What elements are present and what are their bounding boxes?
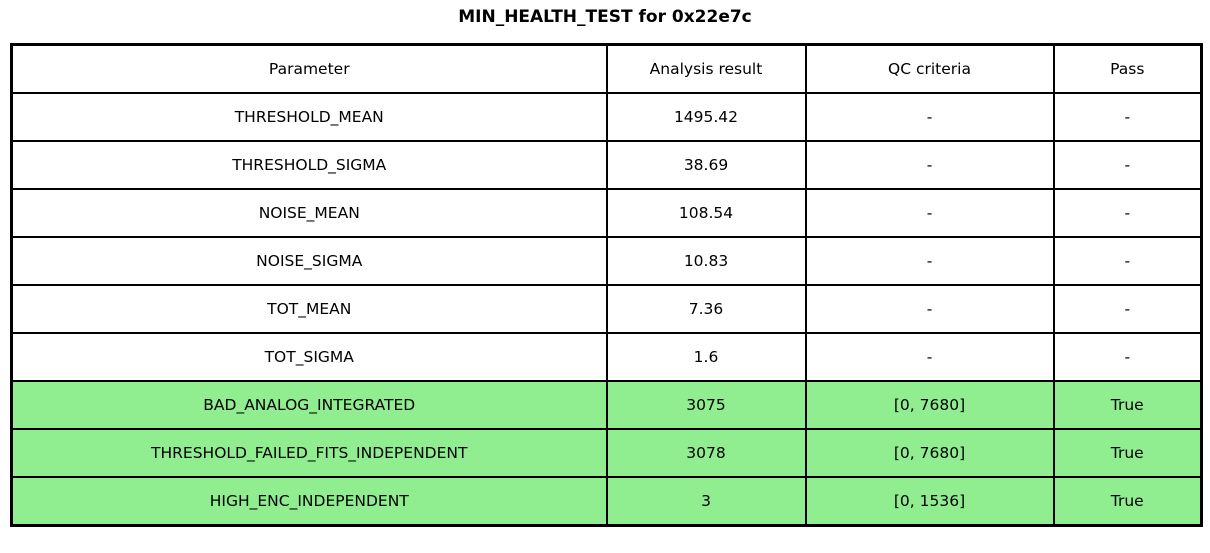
column-header-qc-criteria: QC criteria xyxy=(804,43,1055,94)
cell-qc-criteria: - xyxy=(804,92,1055,142)
cell-analysis-result: 10.83 xyxy=(605,236,807,286)
table-row-passed: BAD_ANALOG_INTEGRATED 3075 [0, 7680] Tru… xyxy=(10,380,1203,430)
cell-analysis-result: 1495.42 xyxy=(605,92,807,142)
table-row: THRESHOLD_MEAN 1495.42 - - xyxy=(10,92,1203,142)
cell-qc-criteria: [0, 7680] xyxy=(804,380,1055,430)
cell-pass: - xyxy=(1052,188,1203,238)
header-row: Parameter Analysis result QC criteria Pa… xyxy=(10,43,1203,94)
cell-pass: - xyxy=(1052,284,1203,334)
health-test-table: Parameter Analysis result QC criteria Pa… xyxy=(10,43,1203,527)
cell-analysis-result: 38.69 xyxy=(605,140,807,190)
cell-parameter: THRESHOLD_MEAN xyxy=(10,92,608,142)
cell-pass: - xyxy=(1052,236,1203,286)
cell-qc-criteria: [0, 1536] xyxy=(804,476,1055,527)
cell-qc-criteria: - xyxy=(804,188,1055,238)
cell-parameter: TOT_SIGMA xyxy=(10,332,608,382)
cell-qc-criteria: [0, 7680] xyxy=(804,428,1055,478)
table-row: TOT_MEAN 7.36 - - xyxy=(10,284,1203,334)
cell-analysis-result: 7.36 xyxy=(605,284,807,334)
cell-qc-criteria: - xyxy=(804,284,1055,334)
cell-qc-criteria: - xyxy=(804,236,1055,286)
column-header-analysis-result: Analysis result xyxy=(605,43,807,94)
cell-pass: True xyxy=(1052,476,1203,527)
cell-analysis-result: 1.6 xyxy=(605,332,807,382)
table-row-passed: THRESHOLD_FAILED_FITS_INDEPENDENT 3078 [… xyxy=(10,428,1203,478)
cell-parameter: HIGH_ENC_INDEPENDENT xyxy=(10,476,608,527)
cell-pass: - xyxy=(1052,92,1203,142)
cell-parameter: NOISE_MEAN xyxy=(10,188,608,238)
cell-parameter: TOT_MEAN xyxy=(10,284,608,334)
column-header-parameter: Parameter xyxy=(10,43,608,94)
table-row: NOISE_MEAN 108.54 - - xyxy=(10,188,1203,238)
cell-pass: - xyxy=(1052,140,1203,190)
cell-analysis-result: 3 xyxy=(605,476,807,527)
table-row-passed: HIGH_ENC_INDEPENDENT 3 [0, 1536] True xyxy=(10,476,1203,527)
table-row: THRESHOLD_SIGMA 38.69 - - xyxy=(10,140,1203,190)
cell-analysis-result: 3075 xyxy=(605,380,807,430)
column-header-pass: Pass xyxy=(1052,43,1203,94)
cell-qc-criteria: - xyxy=(804,332,1055,382)
cell-pass: True xyxy=(1052,428,1203,478)
cell-parameter: THRESHOLD_FAILED_FITS_INDEPENDENT xyxy=(10,428,608,478)
table-row: TOT_SIGMA 1.6 - - xyxy=(10,332,1203,382)
cell-qc-criteria: - xyxy=(804,140,1055,190)
cell-parameter: NOISE_SIGMA xyxy=(10,236,608,286)
cell-pass: True xyxy=(1052,380,1203,430)
table-row: NOISE_SIGMA 10.83 - - xyxy=(10,236,1203,286)
cell-pass: - xyxy=(1052,332,1203,382)
figure-title: MIN_HEALTH_TEST for 0x22e7c xyxy=(458,7,752,27)
cell-analysis-result: 3078 xyxy=(605,428,807,478)
cell-parameter: BAD_ANALOG_INTEGRATED xyxy=(10,380,608,430)
cell-analysis-result: 108.54 xyxy=(605,188,807,238)
cell-parameter: THRESHOLD_SIGMA xyxy=(10,140,608,190)
